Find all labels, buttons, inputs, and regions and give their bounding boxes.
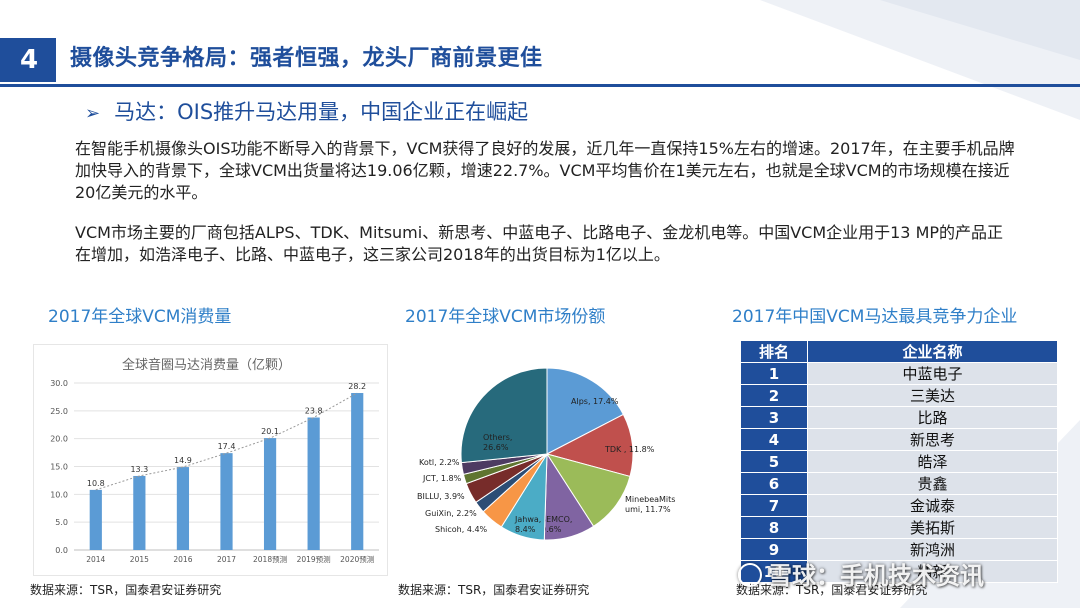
pie-panel-title: 2017年全球VCM市场份额 xyxy=(405,307,606,327)
bar-chart-frame: 全球音圈马达消费量（亿颗） 0.0 5.0 10.0 15.0 20.0 25.0 30.0 1… xyxy=(33,344,388,576)
bar xyxy=(89,489,102,550)
company-cell: 三美达 xyxy=(807,384,1058,407)
title-divider xyxy=(0,84,1080,87)
arrow-bullet-icon: ➢ xyxy=(85,103,101,124)
bar xyxy=(351,393,364,550)
table-row: 6 贵鑫 xyxy=(740,472,1058,495)
rank-cell: 9 xyxy=(740,538,808,561)
bar xyxy=(133,475,146,550)
company-cell: 新鸿洲 xyxy=(807,538,1058,561)
bar-chart-title: 全球音圈马达消费量（亿颗） xyxy=(122,357,291,373)
bar xyxy=(263,438,277,550)
y-tick-label: 30.0 xyxy=(50,379,68,388)
pie-slice-label: Alps, 17.4% xyxy=(571,397,619,406)
bar xyxy=(176,467,190,550)
x-tick-label: 2015 xyxy=(130,555,149,564)
bar-value-label: 23.8 xyxy=(305,407,323,416)
table-row: 3 比路 xyxy=(740,406,1058,429)
watermark-text: 雪球：手机技术资讯 xyxy=(768,562,984,590)
y-tick-label: 25.0 xyxy=(50,407,68,416)
rank-cell: 3 xyxy=(740,406,808,429)
bar-panel-title: 2017年全球VCM消费量 xyxy=(48,307,232,327)
table-row: 9 新鸿洲 xyxy=(740,538,1058,561)
pie-chart: Alps, 17.4% TDK , 11.8% MinebeaMits umi, 11… xyxy=(417,367,675,541)
pie-source-note: 数据来源：TSR，国泰君安证券研究 xyxy=(398,583,590,597)
subheading: ➢ 马达：OIS推升马达用量，中国企业正在崛起 xyxy=(85,96,528,126)
y-tick-label: 5.0 xyxy=(55,518,68,527)
rank-cell: 4 xyxy=(740,428,808,451)
company-cell: 中蓝电子 xyxy=(807,362,1058,385)
x-tick-label: 2020预测 xyxy=(340,554,374,564)
bar-chart: 全球音圈马达消费量（亿颗） 0.0 5.0 10.0 15.0 20.0 25.0 30.0 1… xyxy=(50,357,379,564)
header-company: 企业名称 xyxy=(807,340,1058,363)
section-number-badge: 4 xyxy=(0,38,56,82)
trendline xyxy=(95,392,358,491)
bar xyxy=(307,417,320,550)
table-source-note: 数据来源：TSR，国泰君安证券研究 xyxy=(736,583,928,597)
rank-cell: 7 xyxy=(740,494,808,517)
x-tick-label: 2018预测 xyxy=(253,554,287,564)
pie-slice-label: Shicoh, 4.4% xyxy=(435,525,488,534)
bar-value-label: 13.3 xyxy=(130,465,148,474)
pie-slice-label: MinebeaMits umi, 11.7% xyxy=(625,495,675,514)
pie-chart-frame: Alps, 17.4% TDK , 11.8% MinebeaMits umi, 11… xyxy=(395,344,695,576)
rank-cell: 6 xyxy=(740,472,808,495)
y-tick-label: 20.0 xyxy=(50,435,68,444)
table-row: 4 新思考 xyxy=(740,428,1058,451)
ranking-table: 排名 企业名称 1 中蓝电子 2 三美达 3 比路 4 新思考 5 皓泽 6 贵鑫 7 金诚泰… xyxy=(740,340,1058,583)
company-cell: 精新 xyxy=(807,560,1058,583)
x-tick-label: 2016 xyxy=(173,555,192,564)
x-tick-label: 2017 xyxy=(217,555,236,564)
pie-slice xyxy=(460,367,548,464)
bar-value-label: 20.1 xyxy=(261,427,279,436)
pie-slice-label: Jahwa, 8.4% xyxy=(514,515,541,534)
company-cell: 比路 xyxy=(807,406,1058,429)
watermark: 雪球：手机技术资讯 xyxy=(738,556,984,591)
pie-slice-label: TDK , 11.8% xyxy=(604,445,655,454)
snowball-logo-icon xyxy=(738,563,762,587)
pie-slice-label: Others, 26.6% xyxy=(483,433,512,452)
page-title: 摄像头竞争格局：强者恒强，龙头厂商前景更佳 xyxy=(70,46,543,71)
y-tick-label: 0.0 xyxy=(55,546,68,555)
table-panel-title: 2017年中国VCM马达最具竞争力企业 xyxy=(732,307,1018,327)
bar-value-label: 14.9 xyxy=(174,456,192,465)
bar-value-label: 17.4 xyxy=(218,442,236,451)
y-tick-label: 15.0 xyxy=(50,463,68,472)
company-cell: 新思考 xyxy=(807,428,1058,451)
y-tick-label: 10.0 xyxy=(50,490,68,499)
pie-slice-label: BILLU, 3.9% xyxy=(417,492,465,501)
header-rank: 排名 xyxy=(740,340,808,363)
pie-slice xyxy=(546,367,625,455)
bar-value-label: 28.2 xyxy=(348,382,366,391)
company-cell: 皓泽 xyxy=(807,450,1058,473)
bar-source-note: 数据来源：TSR，国泰君安证券研究 xyxy=(30,583,222,597)
table-row: 1 中蓝电子 xyxy=(740,362,1058,385)
pie-slice xyxy=(545,453,631,528)
company-cell: 美拓斯 xyxy=(807,516,1058,539)
rank-cell: 1 xyxy=(740,362,808,385)
company-cell: 贵鑫 xyxy=(807,472,1058,495)
table-header-row: 排名 企业名称 xyxy=(740,340,1058,363)
table-row: 5 皓泽 xyxy=(740,450,1058,473)
table-row: 7 金诚泰 xyxy=(740,494,1058,517)
rank-cell: 2 xyxy=(740,384,808,407)
paragraph-vcm-vendors: VCM市场主要的厂商包括ALPS、TDK、Mitsumi、新思考、中蓝电子、比路… xyxy=(75,223,1004,264)
pie-slice-label: Kotl, 2.2% xyxy=(419,458,460,467)
subheading-text: 马达：OIS推升马达用量，中国企业正在崛起 xyxy=(114,100,529,124)
x-tick-label: 2019预测 xyxy=(297,554,331,564)
rank-cell: 8 xyxy=(740,516,808,539)
table-row: 8 美拓斯 xyxy=(740,516,1058,539)
table-row: 2 三美达 xyxy=(740,384,1058,407)
company-cell: 金诚泰 xyxy=(807,494,1058,517)
rank-cell: 5 xyxy=(740,450,808,473)
bar-value-label: 10.8 xyxy=(87,479,105,488)
pie-slice xyxy=(545,413,634,478)
paragraph-vcm-growth: 在智能手机摄像头OIS功能不断导入的背景下，VCM获得了良好的发展，近几年一直保… xyxy=(75,139,1015,202)
table-row: 10 精新 xyxy=(740,560,1058,583)
x-tick-label: 2014 xyxy=(86,555,105,564)
pie-slice-label: JCT, 1.8% xyxy=(422,474,462,483)
pie-slice-label: SEMCO, 9.6% xyxy=(541,515,572,534)
pie-slice-label: GuiXin, 2.2% xyxy=(425,509,477,518)
bar xyxy=(220,453,233,550)
